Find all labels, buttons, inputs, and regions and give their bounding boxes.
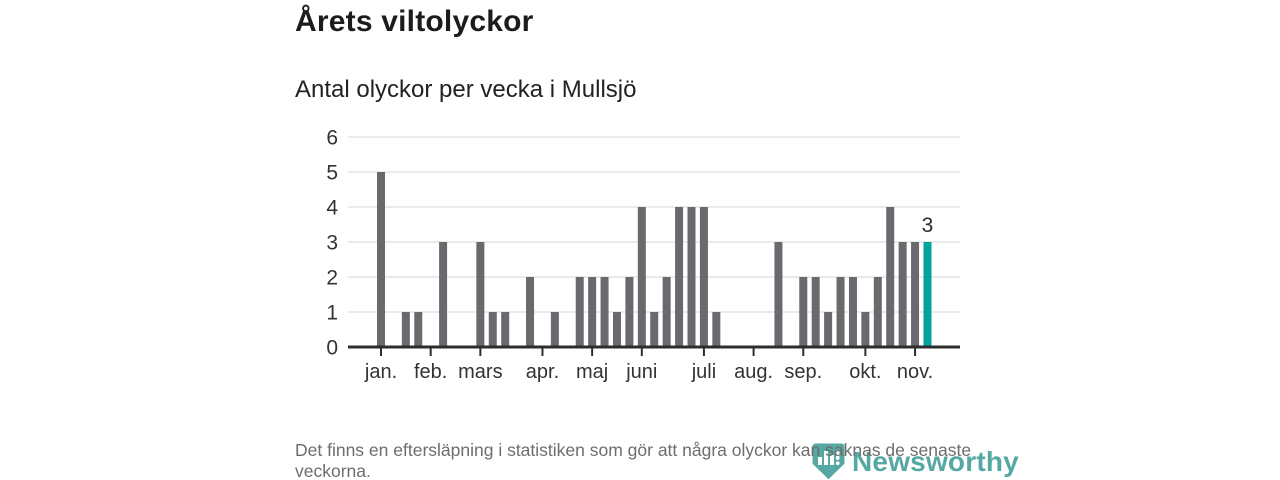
footer-note: Det finns en eftersläpning i statistiken… — [295, 440, 972, 480]
month-label: nov. — [897, 361, 933, 383]
bar — [675, 207, 684, 347]
month-label: mars — [458, 361, 502, 383]
bar — [774, 242, 783, 347]
bar-chart: 0 1 2 3 4 5 6 3 jan. feb. mars apr. maj juni juli aug. s… — [326, 127, 960, 383]
bar — [873, 277, 882, 347]
bar — [575, 277, 584, 347]
month-label: jan. — [364, 361, 397, 383]
bar — [488, 312, 497, 347]
bar — [550, 312, 559, 347]
bar — [911, 242, 920, 347]
month-label: maj — [576, 361, 608, 383]
bar — [637, 207, 646, 347]
bar — [414, 312, 423, 347]
highlighted-bar — [923, 242, 932, 347]
month-label: okt. — [849, 361, 881, 383]
month-label: sep. — [784, 361, 822, 383]
month-label: aug. — [734, 361, 773, 383]
bar — [836, 277, 845, 347]
month-label: feb. — [414, 361, 447, 383]
bar-value-label: 3 — [922, 214, 934, 237]
bar — [650, 312, 659, 347]
page-title: Årets viltolyckor — [295, 5, 534, 38]
bar — [625, 277, 634, 347]
bar — [501, 312, 510, 347]
y-axis-label: 5 — [326, 162, 338, 185]
bar — [612, 312, 621, 347]
bar — [439, 242, 448, 347]
bar — [824, 312, 833, 347]
bar — [687, 207, 696, 347]
bar — [401, 312, 410, 347]
y-axis-label: 1 — [326, 302, 338, 325]
page-subtitle: Antal olyckor per vecka i Mullsjö — [295, 76, 637, 103]
bar — [526, 277, 535, 347]
bar — [588, 277, 597, 347]
bar — [476, 242, 485, 347]
newsworthy-logo: Newsworthy — [812, 443, 1019, 480]
newsworthy-logo-icon — [812, 443, 845, 480]
bar — [699, 207, 708, 347]
bar — [886, 207, 895, 347]
bar — [861, 312, 870, 347]
month-label: juni — [625, 361, 657, 383]
bar — [662, 277, 671, 347]
bar — [799, 277, 808, 347]
y-axis-label: 2 — [326, 267, 338, 290]
bar — [377, 172, 385, 347]
bar — [848, 277, 857, 347]
month-label: juli — [691, 361, 716, 383]
y-axis-label: 3 — [326, 232, 338, 255]
y-axis-label: 0 — [326, 337, 338, 360]
newsworthy-logo-text: Newsworthy — [852, 445, 1019, 477]
bar — [600, 277, 609, 347]
bar — [712, 312, 721, 347]
bar — [898, 242, 907, 347]
bar — [811, 277, 820, 347]
month-label: apr. — [526, 361, 559, 383]
y-axis-label: 4 — [326, 197, 338, 220]
y-axis-label: 6 — [326, 127, 338, 150]
